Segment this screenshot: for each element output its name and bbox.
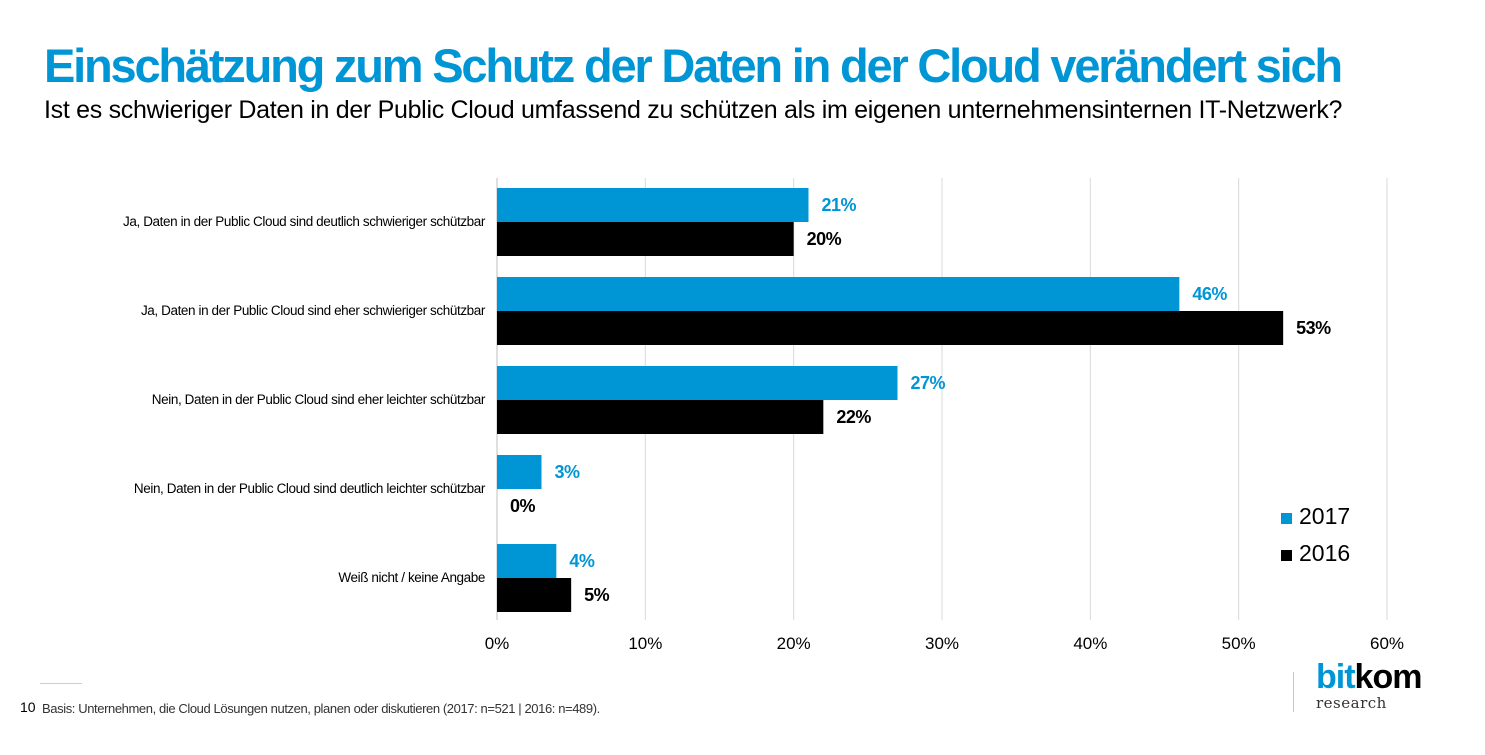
x-tick-label: 0%: [485, 634, 510, 653]
bar-2016: [497, 311, 1284, 345]
page-subtitle: Ist es schwieriger Daten in der Public C…: [44, 96, 1343, 124]
data-label-2016: 22%: [836, 407, 871, 427]
page-number: 10: [20, 699, 36, 715]
data-label-2016: 53%: [1296, 318, 1331, 338]
bar-2017: [497, 455, 542, 489]
data-label-2017: 3%: [555, 462, 581, 482]
x-tick-label: 60%: [1370, 634, 1404, 653]
category-label: Ja, Daten in der Public Cloud sind eher …: [141, 303, 486, 318]
x-tick-label: 40%: [1073, 634, 1107, 653]
legend-swatch-2016: [1281, 550, 1292, 561]
logo-divider: [1293, 672, 1294, 712]
x-tick-label: 20%: [777, 634, 811, 653]
category-label: Nein, Daten in der Public Cloud sind ehe…: [152, 392, 486, 407]
data-label-2017: 27%: [911, 373, 946, 393]
footer-divider: [40, 683, 82, 684]
legend-swatch-2017: [1281, 513, 1292, 524]
bar-2017: [497, 188, 809, 222]
category-label: Ja, Daten in der Public Cloud sind deutl…: [123, 214, 486, 229]
logo-research: research: [1316, 694, 1387, 712]
bar-2017: [497, 366, 898, 400]
x-tick-label: 10%: [628, 634, 662, 653]
footnote: Basis: Unternehmen, die Cloud Lösungen n…: [42, 701, 600, 716]
legend: 2017 2016: [1281, 503, 1350, 566]
legend-label-2017: 2017: [1299, 503, 1350, 529]
bar-2017: [497, 544, 557, 578]
data-label-2016: 20%: [807, 229, 842, 249]
bar-2017: [497, 277, 1180, 311]
bar-2016: [497, 222, 794, 256]
x-tick-label: 50%: [1222, 634, 1256, 653]
bar-2016: [497, 400, 824, 434]
bars-layer: [497, 188, 1284, 612]
data-label-2016: 5%: [584, 585, 610, 605]
labels-layer: Ja, Daten in der Public Cloud sind deutl…: [123, 195, 1332, 605]
logo-bit: bit: [1316, 658, 1356, 696]
x-tick-label: 30%: [925, 634, 959, 653]
data-label-2017: 46%: [1192, 284, 1227, 304]
page-title: Einschätzung zum Schutz der Daten in der…: [44, 39, 1343, 92]
category-label: Nein, Daten in der Public Cloud sind deu…: [134, 481, 486, 496]
data-label-2016: 0%: [510, 496, 536, 516]
bitkom-research-logo: bitkom research: [1316, 658, 1423, 712]
bar-2016: [497, 578, 572, 612]
data-label-2017: 4%: [569, 551, 595, 571]
legend-label-2016: 2016: [1299, 540, 1350, 566]
data-label-2017: 21%: [822, 195, 857, 215]
category-label: Weiß nicht / keine Angabe: [338, 570, 485, 585]
logo-kom: kom: [1354, 658, 1423, 696]
